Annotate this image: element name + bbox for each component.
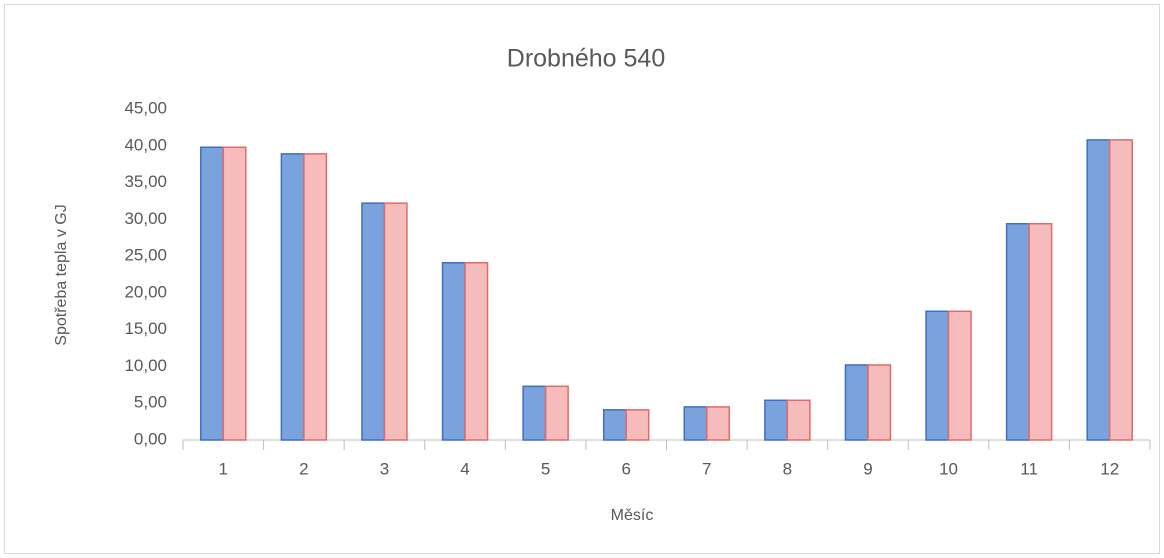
bar [544,385,569,441]
x-tick-label: 5 [541,459,550,478]
x-tick-label: 1 [219,459,228,478]
bar [683,406,708,441]
bar [464,261,489,441]
bar [786,399,811,441]
chart-border [4,4,1160,554]
bar [1108,139,1133,441]
y-tick-label: 0,00 [134,429,167,448]
y-tick-label: 30,00 [124,209,167,228]
y-tick-label: 10,00 [124,356,167,375]
x-tick-label: 6 [621,459,630,478]
y-tick-label: 35,00 [124,172,167,191]
x-tick-label: 3 [380,459,389,478]
bar [222,146,247,441]
bar [867,364,892,441]
x-tick-label: 10 [939,459,958,478]
bar [764,399,789,441]
x-tick-label: 8 [783,459,792,478]
x-tick-label: 9 [863,459,872,478]
bar [844,364,869,441]
bar [925,310,950,441]
y-tick-label: 20,00 [124,282,167,301]
y-axis-title: Spotřeba tepla v GJ [53,204,70,345]
bar [361,202,386,441]
chart-title: Drobného 540 [507,45,665,73]
bar [1086,139,1111,441]
bar [602,409,627,441]
bar [947,310,972,441]
y-tick-label: 45,00 [124,98,167,117]
x-tick-label: 12 [1100,459,1119,478]
x-tick-label: 4 [460,459,469,478]
bar [1028,222,1053,441]
x-tick-label: 7 [702,459,711,478]
x-tick-label: 2 [299,459,308,478]
x-axis-title: Měsíc [611,507,654,524]
bar [280,153,305,441]
bar [383,202,408,441]
y-tick-label: 40,00 [124,135,167,154]
bar [1005,222,1030,441]
bar [303,153,328,441]
bar [625,409,650,441]
y-tick-label: 15,00 [124,319,167,338]
y-tick-label: 5,00 [134,393,167,412]
y-tick-label: 25,00 [124,246,167,265]
x-tick-label: 11 [1020,459,1038,478]
bar [200,146,225,441]
bar [441,261,466,441]
bar [522,385,547,441]
bar [706,406,731,441]
